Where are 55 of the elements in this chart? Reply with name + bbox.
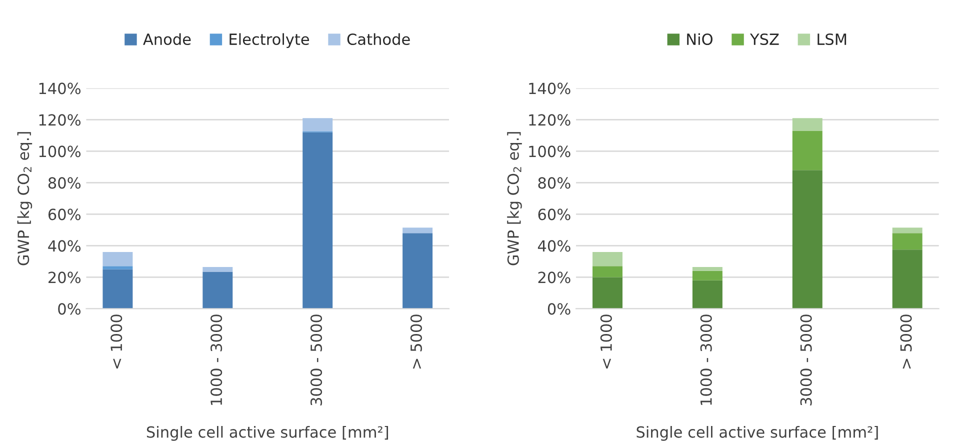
x-axis-title: Single cell active surface [mm²] (146, 426, 388, 441)
bar (792, 170, 822, 309)
x-tick-label: 1000 - 3000 (700, 314, 712, 405)
bar (202, 266, 233, 272)
y-axis-title: GWP [kg CO$_{2}$ eq.] (17, 132, 32, 266)
bar (892, 228, 922, 234)
y-tick-label: 100% (39, 146, 81, 158)
bar (692, 280, 722, 309)
x-axis-title: Single cell active surface [mm²] (636, 426, 878, 441)
y-tick-label: 20% (48, 272, 81, 284)
legend-label: NiO (687, 33, 712, 46)
y-tick-label: 40% (538, 240, 570, 252)
bar (692, 266, 722, 271)
x-tick-label: > 5000 (410, 314, 422, 368)
y-axis-title: GWP [kg CO$_{2}$ eq.] (507, 132, 522, 266)
bar (202, 272, 233, 309)
bar (592, 277, 622, 309)
legend-label: Electrolyte (230, 33, 310, 48)
bar (402, 228, 433, 234)
bar (792, 118, 822, 131)
bar (892, 250, 922, 309)
bar (102, 252, 133, 266)
y-tick-label: 60% (48, 208, 81, 220)
y-tick-label: 80% (538, 177, 570, 189)
x-tick-label: 1000 - 3000 (210, 314, 222, 405)
y-tick-label: 20% (538, 272, 570, 284)
bar (592, 252, 622, 266)
x-tick-label: 3000 - 5000 (310, 314, 322, 406)
x-tick-label: < 1000 (110, 314, 122, 368)
bar (892, 233, 922, 250)
y-tick-label: 40% (48, 240, 81, 252)
bar (302, 132, 333, 309)
y-tick-label: 80% (48, 177, 81, 189)
x-tick-label: > 5000 (900, 314, 912, 368)
x-tick-label: < 1000 (600, 314, 612, 368)
bar (302, 118, 333, 132)
bar (692, 270, 722, 280)
y-tick-label: 120% (529, 114, 570, 126)
legend-label: YSZ (750, 33, 779, 46)
bar (792, 130, 822, 170)
bar (402, 233, 433, 309)
x-tick-label: 3000 - 5000 (800, 314, 812, 406)
legend-label: Anode (143, 33, 191, 46)
y-tick-label: 140% (39, 82, 81, 94)
y-tick-label: 0% (548, 303, 570, 315)
y-tick-label: 120% (39, 114, 81, 126)
bar (592, 266, 622, 278)
bar (102, 266, 133, 270)
legend-label: LSM (818, 33, 846, 46)
y-tick-label: 100% (529, 146, 570, 158)
y-tick-label: 0% (58, 303, 81, 315)
legend-label: Cathode (347, 33, 410, 46)
y-tick-label: 140% (529, 82, 570, 94)
bar (102, 269, 133, 309)
y-tick-label: 60% (538, 208, 570, 220)
